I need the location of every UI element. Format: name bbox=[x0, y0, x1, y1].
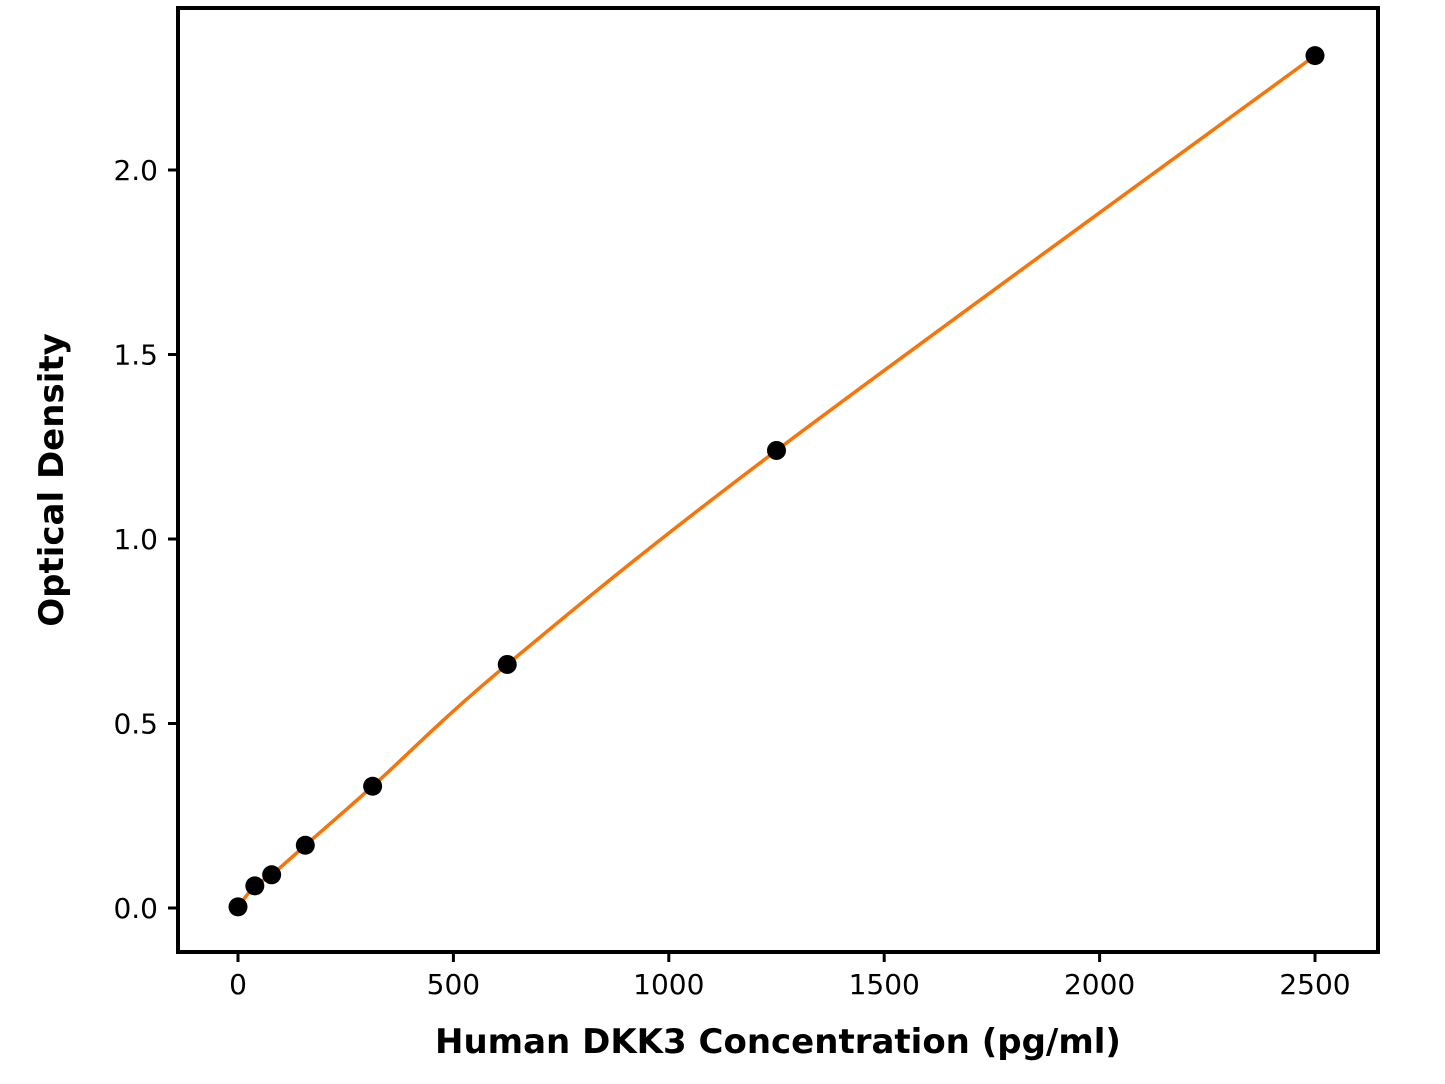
plot-border bbox=[176, 6, 1380, 954]
y-tick-label: 1.0 bbox=[113, 523, 158, 556]
y-tick-label: 0.5 bbox=[113, 708, 158, 741]
y-axis-title: Optical Density bbox=[32, 333, 72, 627]
data-point bbox=[363, 776, 383, 796]
data-point bbox=[245, 876, 265, 896]
x-tick-label: 1500 bbox=[849, 968, 920, 1001]
data-point bbox=[767, 440, 786, 460]
data-point bbox=[262, 865, 282, 885]
x-axis-ticks: 0 500 1000 1500 2000 2500 bbox=[229, 952, 1351, 1001]
x-tick-label: 1000 bbox=[633, 968, 704, 1001]
x-axis-title: Human DKK3 Concentration (pg/ml) bbox=[435, 1022, 1121, 1062]
x-tick-label: 0 bbox=[229, 968, 247, 1001]
x-tick-label: 2000 bbox=[1064, 968, 1135, 1001]
y-tick-label: 1.5 bbox=[113, 339, 158, 372]
y-tick-label: 0.0 bbox=[113, 892, 158, 925]
x-tick-label: 500 bbox=[427, 968, 480, 1001]
data-point-markers bbox=[228, 46, 1325, 917]
data-point bbox=[228, 897, 248, 917]
data-point bbox=[497, 654, 517, 674]
x-tick-label: 2500 bbox=[1279, 968, 1350, 1001]
data-point bbox=[295, 835, 315, 855]
y-tick-label: 2.0 bbox=[113, 154, 158, 187]
data-point bbox=[1305, 46, 1325, 66]
